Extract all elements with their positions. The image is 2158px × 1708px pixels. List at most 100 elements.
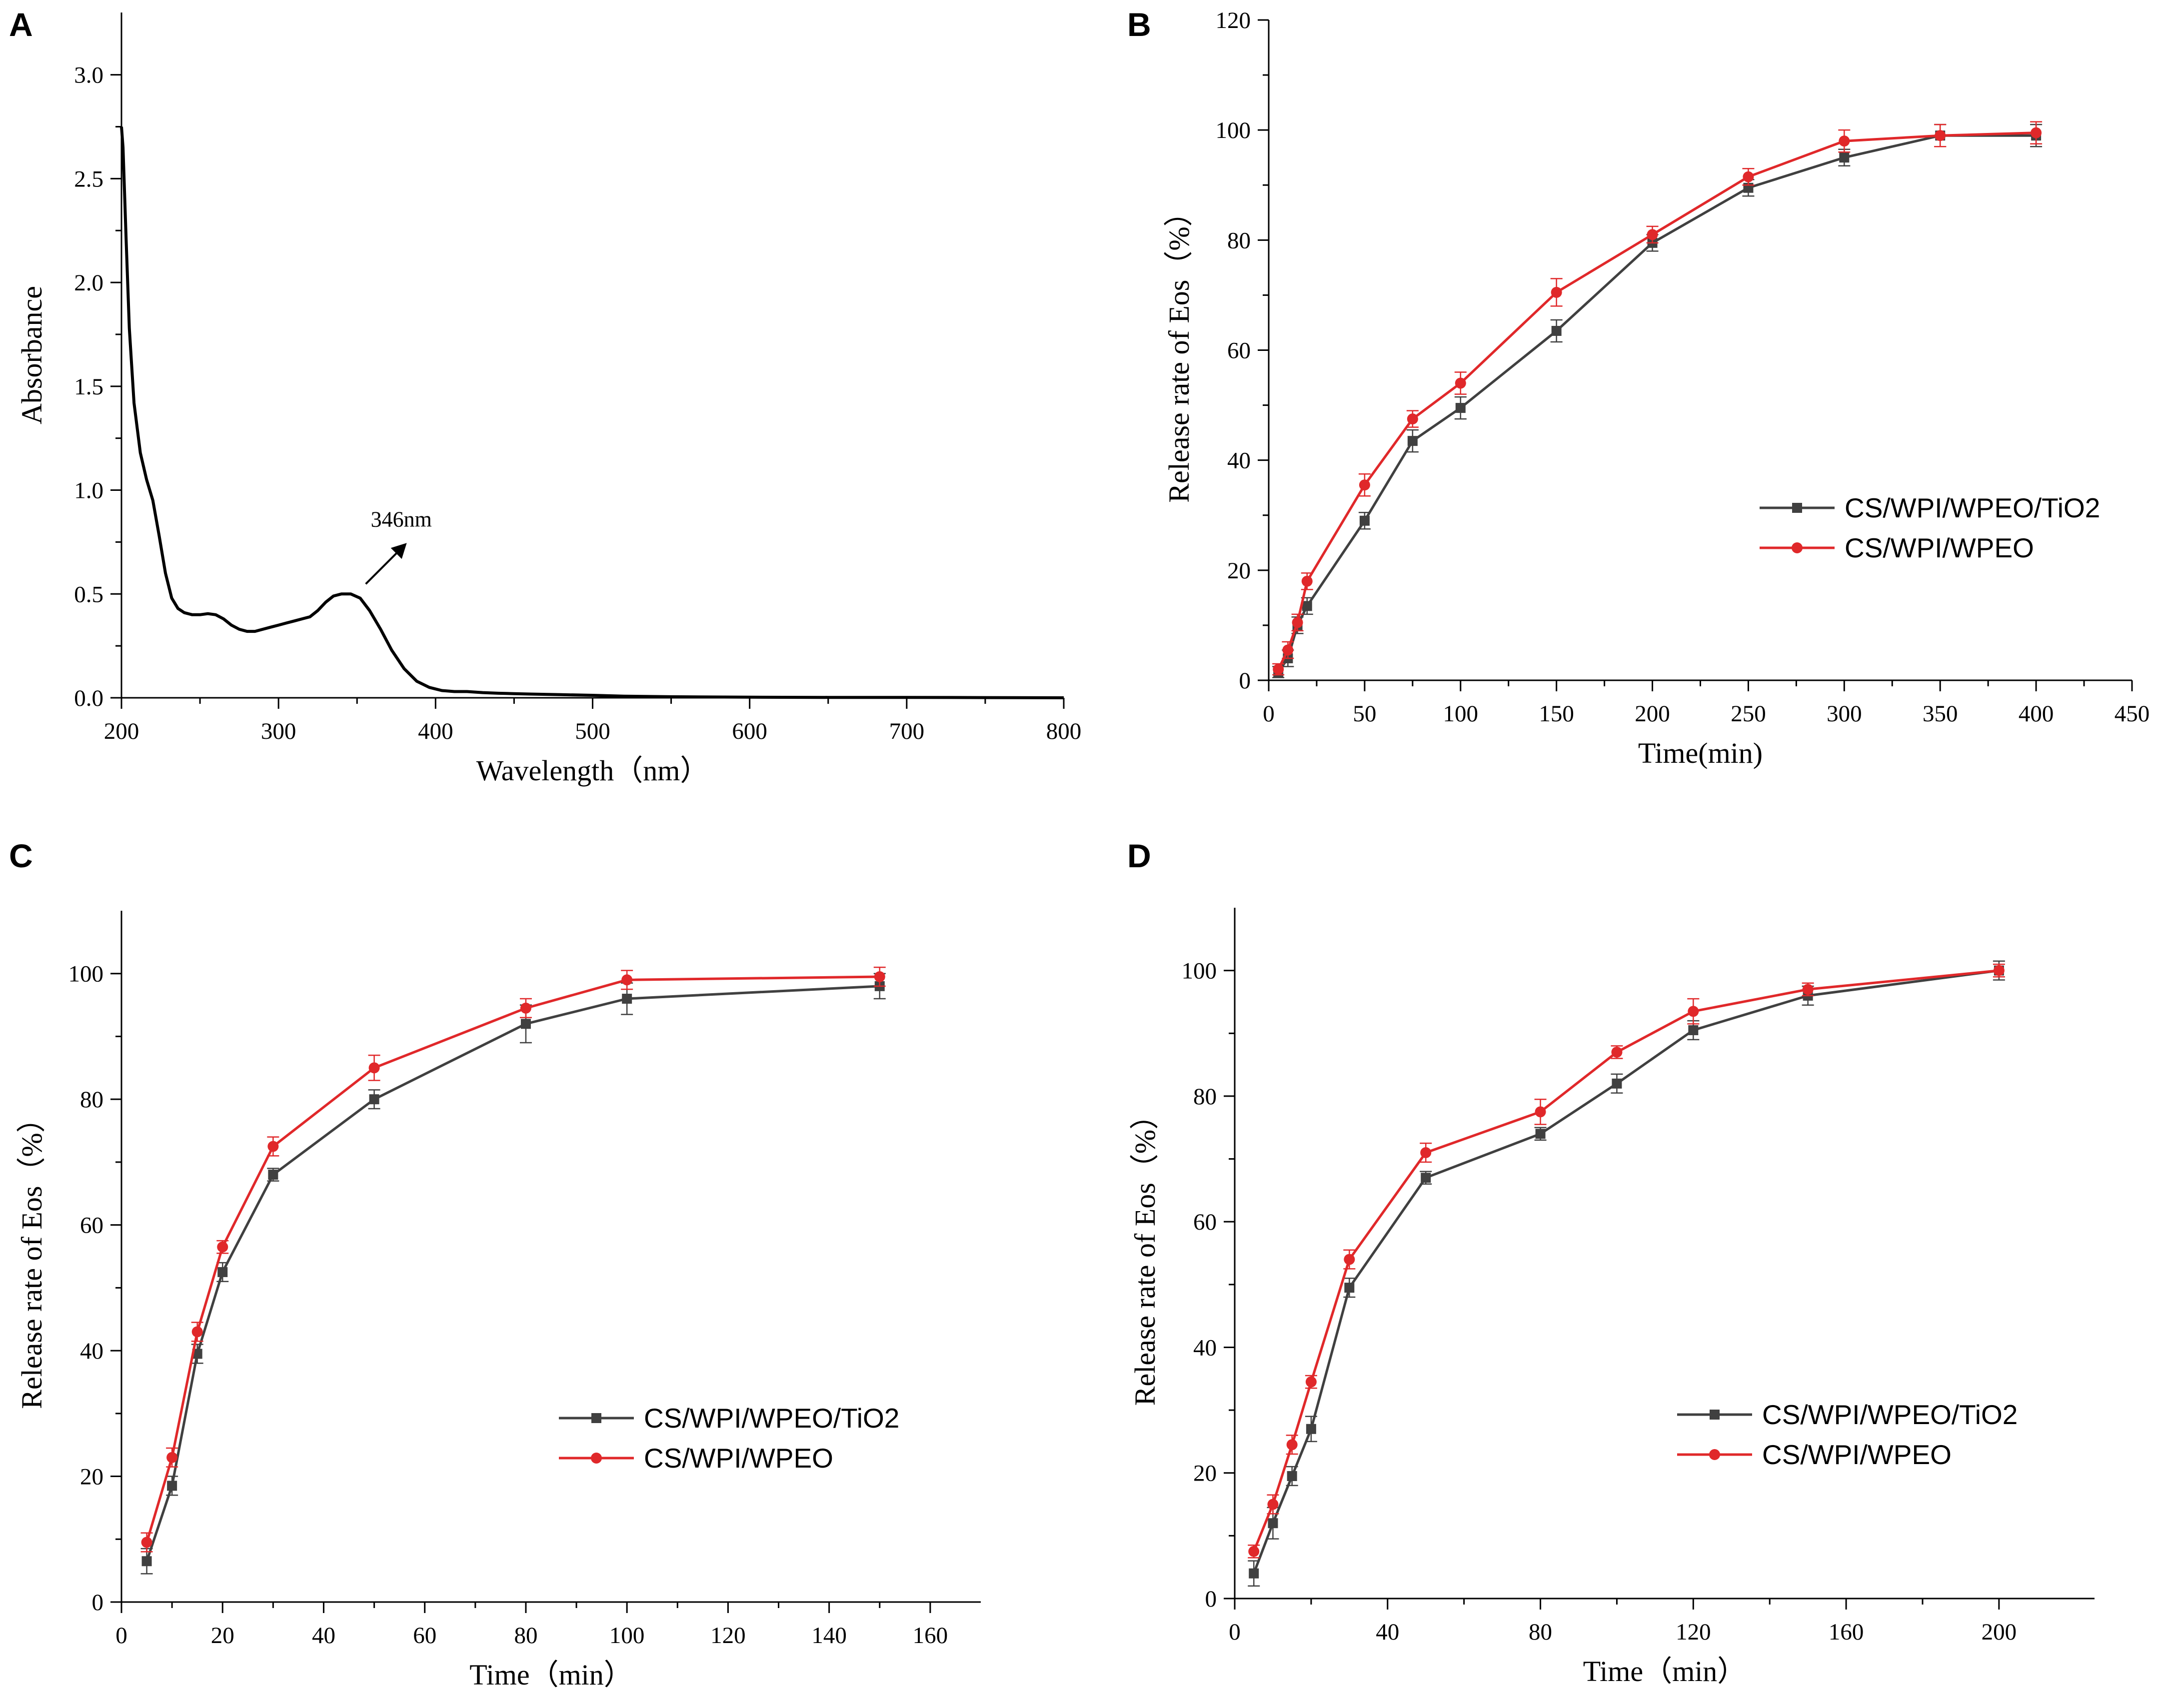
legend: CS/WPI/WPEO/TiO2 CS/WPI/WPEO	[559, 1403, 899, 1474]
data-point	[1282, 644, 1294, 656]
x-tick-label: 120	[1676, 1619, 1711, 1645]
annotation-arrow-line	[365, 548, 402, 585]
x-tick-label: 600	[732, 718, 767, 744]
chart-panel-a: A 200 300 400 500 600 700 800 0.0 0.5 1.0 1.5 2.0 2.5…	[9, 6, 1081, 787]
data-point	[1420, 1147, 1432, 1158]
x-tick-label: 200	[1982, 1619, 2017, 1645]
x-tick-label: 0	[1229, 1619, 1241, 1645]
data-point	[1359, 515, 1370, 526]
data-point	[1839, 135, 1850, 147]
data-point	[520, 1019, 531, 1029]
x-tick-label: 300	[261, 718, 296, 744]
x-axis-title: Time(min)	[1638, 737, 1763, 769]
data-point	[622, 994, 632, 1004]
legend-label: CS/WPI/WPEO/TiO2	[644, 1403, 899, 1434]
series-line	[1252, 969, 2000, 1574]
series-line	[1277, 131, 2037, 670]
data-point	[1292, 617, 1303, 628]
legend-marker	[1792, 542, 1803, 553]
data-point	[1273, 663, 1284, 675]
x-tick-label: 300	[1827, 701, 1862, 727]
y-tick-label: 60	[80, 1213, 103, 1239]
data-point	[1839, 152, 1850, 163]
legend: CS/WPI/WPEO/TiO2 CS/WPI/WPEO	[1760, 492, 2100, 563]
data-point	[192, 1349, 202, 1359]
y-tick-label: 120	[1216, 7, 1251, 33]
y-tick-label: 20	[80, 1464, 103, 1490]
series-2	[1272, 121, 2043, 676]
data-point	[141, 1537, 152, 1548]
y-tick-label: 80	[1193, 1084, 1217, 1110]
annotation-arrow-head	[390, 543, 407, 559]
series-1	[1272, 123, 2043, 678]
x-tick-label: 100	[609, 1623, 645, 1649]
x-tick-label: 200	[1635, 701, 1670, 727]
y-tick-label: 100	[1216, 117, 1251, 143]
data-point	[141, 1556, 152, 1567]
data-point	[1268, 1518, 1278, 1529]
x-axis-title: Time（min）	[469, 1659, 633, 1691]
y-tick-label: 1.0	[74, 478, 103, 504]
y-tick-label: 2.0	[74, 270, 103, 296]
x-tick-label: 20	[211, 1623, 234, 1649]
y-tick-label: 1.5	[74, 374, 103, 400]
y-tick-label: 100	[68, 961, 104, 987]
data-point	[1305, 1376, 1317, 1388]
x-tick-label: 80	[1529, 1619, 1552, 1645]
data-point	[1611, 1046, 1623, 1058]
data-point	[268, 1170, 278, 1180]
y-axis-title: Release rate of Eos（%）	[1129, 1101, 1161, 1406]
data-point	[1302, 601, 1312, 611]
x-tick-label: 700	[889, 718, 925, 744]
series-1	[1248, 960, 2005, 1587]
y-tick-label: 60	[1227, 338, 1251, 364]
legend-label: CS/WPI/WPEO	[1845, 532, 2034, 563]
chart-panel-b: B 0 50 100 150 200 250 300 350 400 450 0 20 40 60 80 100…	[1127, 6, 2150, 769]
series-line	[1277, 134, 2037, 673]
data-point	[1306, 1424, 1316, 1434]
x-tick-label: 350	[1923, 701, 1958, 727]
data-point	[1301, 575, 1313, 587]
series-2	[140, 966, 886, 1553]
y-tick-label: 2.5	[74, 166, 103, 192]
data-point	[1551, 286, 1562, 298]
data-point	[1249, 1568, 1259, 1579]
data-point	[369, 1094, 379, 1105]
legend: CS/WPI/WPEO/TiO2 CS/WPI/WPEO	[1677, 1399, 2018, 1470]
x-tick-label: 120	[710, 1623, 746, 1649]
chart-panel-c: C 0 20 40 60 80 100 120 140 160 0 20 40 60 80 100 Time（m…	[9, 837, 981, 1691]
y-tick-label: 80	[1227, 227, 1251, 253]
data-point	[1688, 1006, 1699, 1017]
data-point	[217, 1267, 228, 1277]
legend-label: CS/WPI/WPEO/TiO2	[1762, 1399, 2018, 1430]
legend-marker	[591, 1453, 602, 1464]
x-tick-label: 150	[1539, 701, 1574, 727]
y-tick-label: 0	[92, 1590, 104, 1616]
data-point	[1802, 984, 1814, 995]
data-point	[1688, 1025, 1699, 1035]
y-axis-title: Release rate of Eos（%）	[1163, 197, 1195, 502]
series-1	[140, 973, 886, 1575]
y-tick-label: 100	[1182, 958, 1217, 984]
legend-label: CS/WPI/WPEO/TiO2	[1845, 492, 2100, 523]
y-axis-title: Absorbance	[15, 286, 48, 424]
data-point	[1287, 1471, 1297, 1482]
x-tick-label: 0	[115, 1623, 127, 1649]
data-point	[1743, 171, 1754, 182]
data-point	[1407, 436, 1418, 446]
y-tick-label: 40	[80, 1338, 103, 1364]
data-point	[1455, 403, 1466, 413]
legend-label: CS/WPI/WPEO	[644, 1443, 833, 1474]
data-point	[1535, 1106, 1546, 1118]
x-tick-label: 40	[312, 1623, 335, 1649]
panel-label: B	[1127, 6, 1151, 43]
data-point	[166, 1452, 178, 1463]
data-point	[1535, 1129, 1546, 1139]
legend-marker	[1792, 503, 1802, 513]
data-point	[1248, 1546, 1260, 1557]
data-point	[368, 1062, 380, 1074]
series-line	[145, 985, 880, 1562]
legend-marker	[1709, 1449, 1720, 1460]
annotation-label: 346nm	[371, 507, 432, 531]
data-point	[1359, 479, 1370, 491]
